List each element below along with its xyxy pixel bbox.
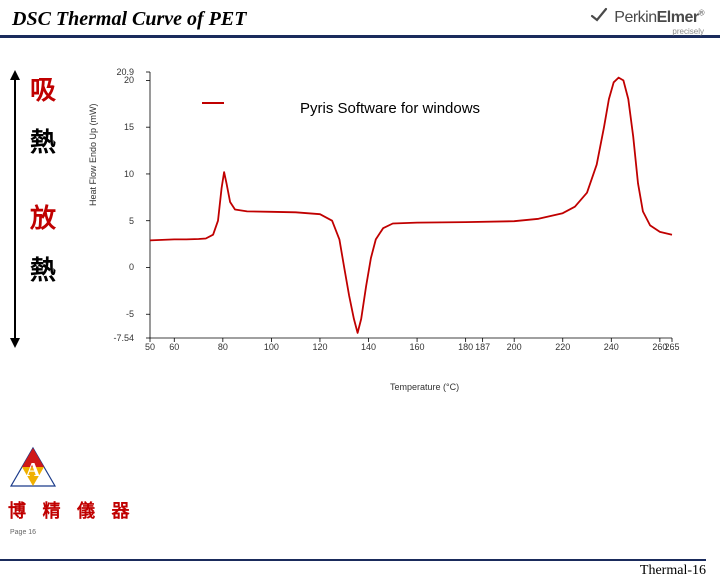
cjk-heat2: 熱: [30, 258, 70, 284]
x-tick-label: 160: [402, 342, 432, 352]
slide-header: DSC Thermal Curve of PET PerkinElmer® pr…: [0, 0, 720, 38]
x-tick-label: 60: [159, 342, 189, 352]
dsc-chart: Pyris Software for windows Heat Flow End…: [90, 46, 690, 386]
endo-exo-arrow: [14, 78, 16, 340]
x-tick-label: 120: [305, 342, 335, 352]
y-tick-label: 20.9: [94, 67, 134, 77]
brand-name: PerkinElmer®: [614, 9, 704, 26]
content-area: 吸 熱 放 熱 Pyris Software for windows Heat …: [0, 38, 720, 478]
cjk-absorb: 吸: [30, 78, 70, 104]
page-ref: Thermal-16: [640, 563, 706, 579]
x-axis-title: Temperature (°C): [390, 382, 459, 392]
page-number: Page 16: [10, 529, 36, 536]
brand-block: PerkinElmer® precisely: [590, 6, 704, 36]
y-tick-label: 15: [94, 122, 134, 132]
chart-inner-title: Pyris Software for windows: [300, 100, 480, 117]
footer-logo: A 博 精 儀 器: [8, 446, 700, 523]
x-tick-label: 100: [256, 342, 286, 352]
cjk-heat1: 熱: [30, 130, 70, 156]
legend-line-icon: [202, 102, 224, 104]
y-tick-label: -5: [94, 309, 134, 319]
x-tick-label: 80: [208, 342, 238, 352]
cjk-release: 放: [30, 206, 70, 232]
y-tick-label: 5: [94, 216, 134, 226]
y-tick-label: -7.54: [94, 333, 134, 343]
svg-text:A: A: [26, 459, 41, 481]
slide-footer: A 博 精 儀 器 Thermal-16 Page 16: [0, 482, 720, 540]
x-tick-label: 220: [548, 342, 578, 352]
x-tick-label: 265: [657, 342, 687, 352]
x-tick-label: 187: [468, 342, 498, 352]
y-axis-title: Heat Flow Endo Up (mW): [88, 103, 98, 206]
y-tick-label: 10: [94, 169, 134, 179]
side-cjk-labels: 吸 熱 放 熱: [30, 78, 70, 310]
x-tick-label: 240: [596, 342, 626, 352]
x-tick-label: 140: [354, 342, 384, 352]
triangle-logo-icon: A: [8, 446, 58, 490]
y-tick-label: 0: [94, 262, 134, 272]
x-tick-label: 200: [499, 342, 529, 352]
brand-check-icon: [590, 6, 608, 29]
footer-cn-text: 博 精 儀 器: [8, 497, 700, 523]
